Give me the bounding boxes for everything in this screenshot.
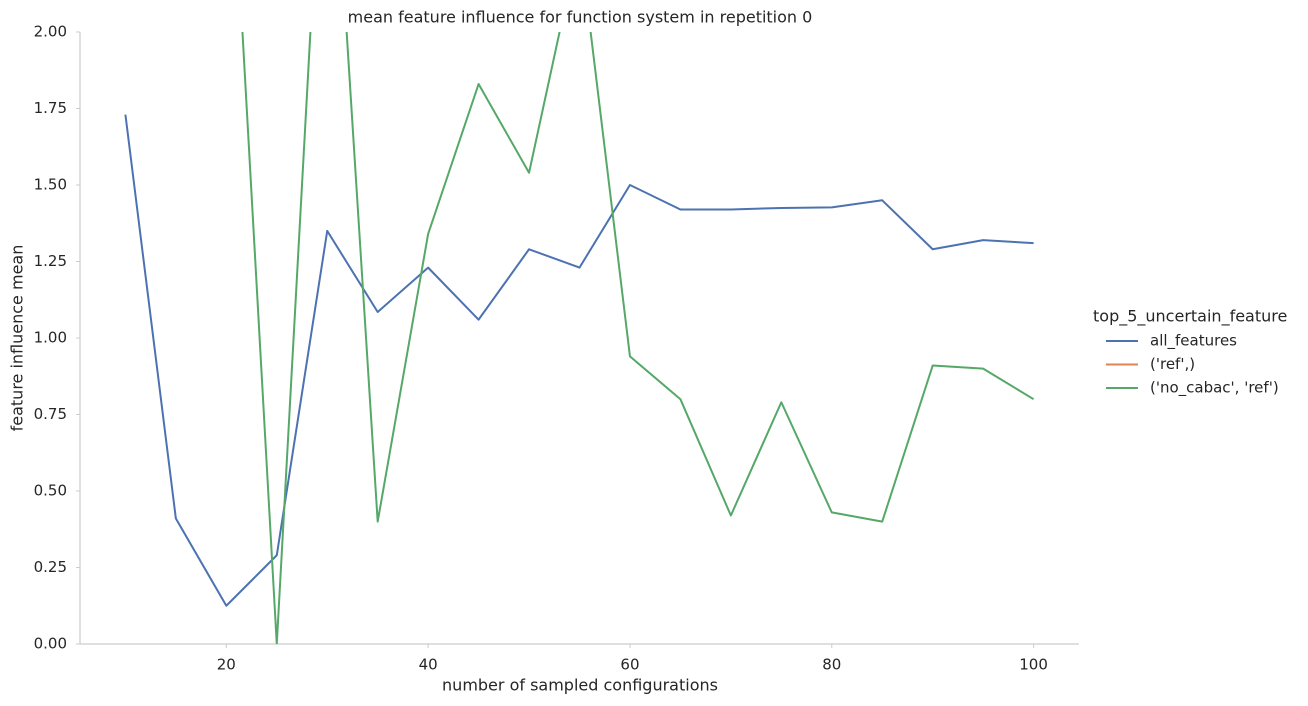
x-tick-label: 60 [620, 656, 639, 674]
legend-label: all_features [1150, 332, 1237, 351]
plot-area [124, 32, 1035, 644]
series-line [124, 114, 1034, 607]
x-tick-label: 20 [217, 656, 236, 674]
y-tick-label: 0.75 [34, 405, 67, 423]
y-tick-label: 1.00 [34, 329, 67, 347]
chart-title: mean feature influence for function syst… [348, 8, 813, 27]
y-tick-label: 0.00 [34, 635, 67, 653]
series-line [241, 32, 1035, 644]
y-tick-label: 1.50 [34, 176, 67, 194]
legend-label: ('ref',) [1150, 355, 1195, 373]
y-tick-label: 1.75 [34, 99, 67, 117]
y-tick-label: 0.25 [34, 558, 67, 576]
y-tick-label: 0.50 [34, 482, 67, 500]
y-tick-label: 1.25 [34, 252, 67, 270]
y-tick-label: 2.00 [34, 23, 67, 41]
x-tick-label: 100 [1019, 656, 1048, 674]
x-axis-label: number of sampled configurations [442, 676, 718, 695]
legend-title: top_5_uncertain_feature [1093, 307, 1287, 327]
legend-label: ('no_cabac', 'ref') [1150, 379, 1279, 398]
x-tick-label: 40 [419, 656, 438, 674]
x-tick-label: 80 [822, 656, 841, 674]
y-axis-label: feature influence mean [8, 245, 27, 432]
